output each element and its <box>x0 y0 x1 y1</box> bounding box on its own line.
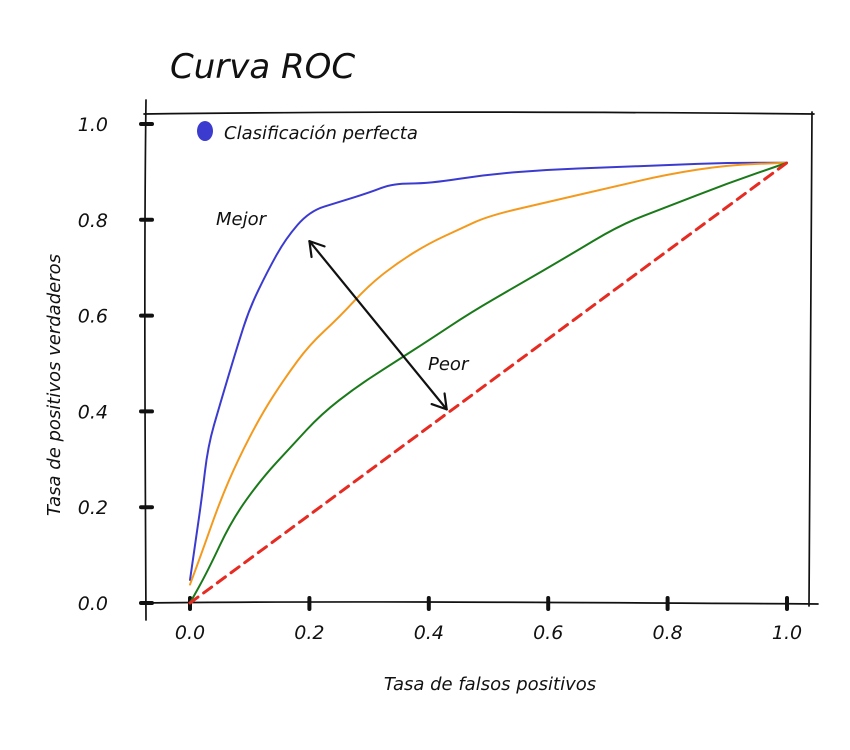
legend: Clasificación perfecta <box>197 121 418 144</box>
x-tick-label: 1.0 <box>772 622 802 644</box>
arrow-annotation <box>308 240 448 411</box>
x-tick-label: 0.6 <box>533 622 563 644</box>
tick-marks <box>139 122 789 611</box>
chart-title: Curva ROC <box>170 47 355 87</box>
roc-series-line-3 <box>189 161 788 604</box>
x-tick-label: 0.2 <box>294 622 324 644</box>
annotation-arrowhead-worse <box>430 392 448 411</box>
frame-right <box>808 111 813 607</box>
y-tick-label: 1.0 <box>78 114 108 136</box>
y-tick-label: 0.8 <box>78 210 108 232</box>
frame-left <box>143 99 147 621</box>
annotation-arrowhead-better <box>308 240 326 259</box>
y-tick-label: 0.6 <box>78 306 108 328</box>
frame-top <box>143 111 815 115</box>
x-tick-label: 0.0 <box>175 622 205 644</box>
plot-area-frame <box>139 99 819 621</box>
x-tick-label: 0.8 <box>652 622 682 644</box>
legend-label-perfect-classification: Clasificación perfecta <box>224 123 418 144</box>
legend-marker-perfect-classification <box>197 121 213 141</box>
x-axis-label: Tasa de falsos positivos <box>384 674 596 695</box>
x-tick-label: 0.4 <box>414 622 444 644</box>
annotation-better: Mejor <box>216 209 268 230</box>
y-tick-label: 0.0 <box>78 593 108 615</box>
frame-bottom <box>139 601 819 605</box>
tick-labels: 0.0 0.2 0.4 0.6 0.8 1.0 0.0 0.2 0.4 0.6 0.8 1.0 <box>78 114 802 644</box>
y-tick-label: 0.4 <box>78 401 108 423</box>
roc-series-line-2 <box>189 161 788 586</box>
roc-series-line-1 <box>189 161 788 581</box>
roc-series-line-4 <box>188 161 789 605</box>
y-axis-label: Tasa de positivos verdaderos <box>44 254 65 516</box>
y-tick-label: 0.2 <box>78 497 108 519</box>
annotation-worse: Peor <box>428 354 470 375</box>
annotation-arrow-line <box>308 240 448 411</box>
series-layer <box>188 161 789 605</box>
